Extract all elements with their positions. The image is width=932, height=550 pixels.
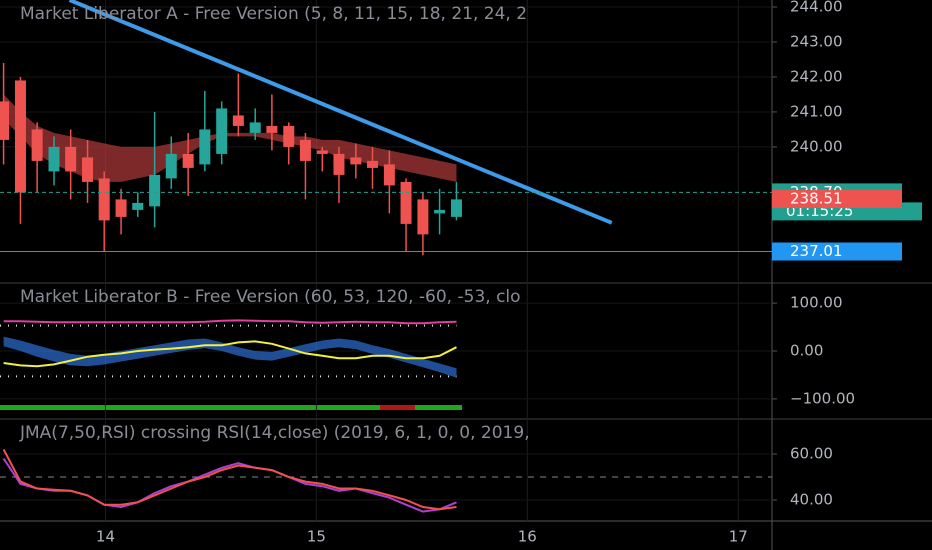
candle-body <box>450 199 462 217</box>
candle-body <box>115 199 127 217</box>
series-line <box>3 340 457 368</box>
y-tick-label: 60.00 <box>790 444 833 462</box>
candle-body <box>232 115 244 126</box>
candle-body <box>216 108 228 154</box>
pane-title: Market Liberator B - Free Version (60, 5… <box>20 287 521 307</box>
candle-body <box>199 129 211 165</box>
y-tick-label: 100.00 <box>790 294 843 312</box>
y-tick-label: 242.00 <box>790 67 843 85</box>
candle-body <box>182 153 194 168</box>
y-tick-label: −100.00 <box>790 389 855 407</box>
y-tick-label: 241.00 <box>790 102 843 120</box>
x-tick-label: 15 <box>307 528 326 546</box>
candle-body <box>333 153 345 175</box>
candle-body <box>165 153 177 179</box>
candle-body <box>417 199 429 235</box>
series-line <box>2 448 457 511</box>
candle-body <box>266 125 278 133</box>
y-tick-label: 40.00 <box>790 491 833 509</box>
price-label: 237.01 <box>790 242 843 260</box>
y-tick-label: 240.00 <box>790 137 843 155</box>
y-tick-label: 0.00 <box>790 342 823 360</box>
candle-body <box>31 129 43 161</box>
candle-body <box>82 157 94 182</box>
candle-body <box>316 150 328 154</box>
candle-body <box>65 146 77 172</box>
candle-body <box>249 122 261 133</box>
candle-body <box>98 178 110 221</box>
series-line <box>3 319 457 325</box>
x-tick-label: 17 <box>729 528 748 546</box>
x-tick-label: 16 <box>518 528 537 546</box>
price-label: 238.51 <box>790 190 843 208</box>
pane-title: Market Liberator A - Free Version (5, 8,… <box>20 4 527 24</box>
pane-title: JMA(7,50,RSI) crossing RSI(14,close) (20… <box>19 423 530 443</box>
candle-body <box>400 181 412 224</box>
x-tick-label: 14 <box>96 528 115 546</box>
signal-strip <box>380 405 415 410</box>
candle-body <box>283 125 295 147</box>
candle-body <box>0 101 10 140</box>
trendline <box>68 0 613 225</box>
candle-body <box>149 174 161 207</box>
band <box>3 336 457 378</box>
signal-strip <box>0 405 380 410</box>
price-label-box <box>772 190 902 209</box>
price-label-box <box>772 242 902 261</box>
candle-body <box>132 202 144 210</box>
candle-body <box>350 157 362 165</box>
y-tick-label: 243.00 <box>790 32 843 50</box>
y-tick-label: 244.00 <box>790 0 843 15</box>
signal-strip <box>415 405 462 410</box>
candle-body <box>299 139 311 161</box>
candle-body <box>367 160 379 168</box>
candle-body <box>48 146 60 172</box>
band <box>3 94 457 182</box>
candle-body <box>383 164 395 186</box>
candle-body <box>434 209 446 214</box>
candle-body <box>14 80 26 193</box>
